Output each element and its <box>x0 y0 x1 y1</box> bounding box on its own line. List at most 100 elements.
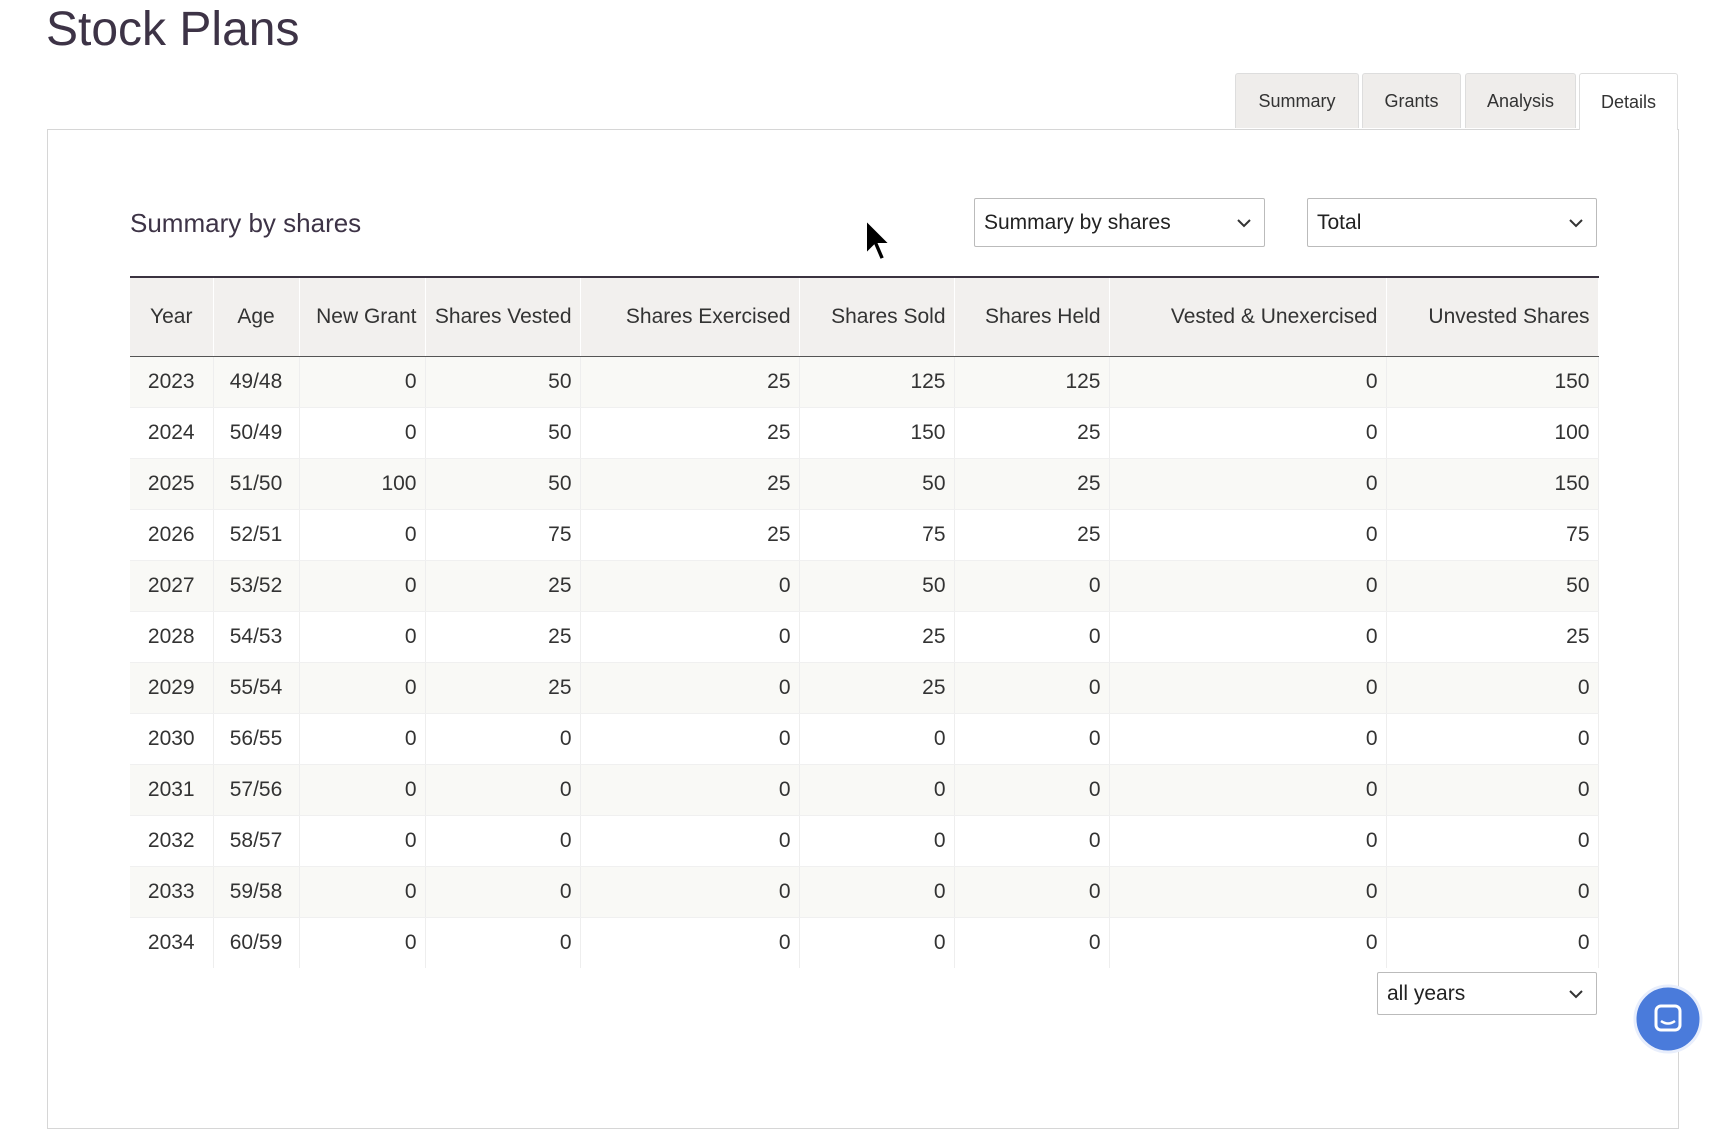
table-cell: 0 <box>799 764 955 816</box>
table-cell: 2026 <box>130 509 214 561</box>
table-cell: 0 <box>1109 764 1387 816</box>
table-cell: 0 <box>1109 713 1387 765</box>
tab[interactable]: Grants <box>1362 73 1461 128</box>
chat-button[interactable] <box>1630 981 1706 1057</box>
table-row: 2023 49/48 0 50 25 125 125 0 150 <box>130 356 1599 408</box>
column-header: Shares Exercised <box>580 277 800 357</box>
table-cell: 54/53 <box>213 611 300 663</box>
page-title: Stock Plans <box>46 3 300 56</box>
table-cell: 2025 <box>130 458 214 510</box>
table-row: 2033 59/58 0 0 0 0 0 0 0 <box>130 866 1599 918</box>
table-cell: 0 <box>299 662 426 714</box>
dropdown-value: Summary by shares <box>984 210 1171 234</box>
table-cell: 50 <box>425 458 581 510</box>
chevron <box>1237 218 1251 227</box>
table-cell: 0 <box>954 611 1110 663</box>
table-cell: 25 <box>580 356 800 408</box>
table-cell: 0 <box>425 713 581 765</box>
table-cell: 0 <box>1109 662 1387 714</box>
table-cell: 50 <box>425 407 581 459</box>
table-cell: 0 <box>799 815 955 867</box>
table-cell: 0 <box>799 713 955 765</box>
table-cell: 0 <box>1109 917 1387 968</box>
table-cell: 125 <box>799 356 955 408</box>
column-header: Shares Held <box>954 277 1110 357</box>
table-cell: 50 <box>1386 560 1599 612</box>
table-cell: 58/57 <box>213 815 300 867</box>
table-cell: 0 <box>299 815 426 867</box>
dropdown-value: Total <box>1317 210 1362 234</box>
table-cell: 0 <box>1109 815 1387 867</box>
table-cell: 2032 <box>130 815 214 867</box>
table-cell: 51/50 <box>213 458 300 510</box>
table-cell: 2028 <box>130 611 214 663</box>
table-cell: 2029 <box>130 662 214 714</box>
table-cell: 0 <box>580 713 800 765</box>
table-cell: 0 <box>954 662 1110 714</box>
table-cell: 25 <box>954 458 1110 510</box>
table-cell: 75 <box>799 509 955 561</box>
table-cell: 0 <box>1386 662 1599 714</box>
table-cell: 0 <box>299 509 426 561</box>
table-cell: 0 <box>799 917 955 968</box>
table-cell: 52/51 <box>213 509 300 561</box>
table-cell: 0 <box>1109 356 1387 408</box>
table-cell: 0 <box>580 560 800 612</box>
chevron <box>1569 218 1583 227</box>
table-cell: 50/49 <box>213 407 300 459</box>
table-cell: 0 <box>1109 407 1387 459</box>
column-header: New Grant <box>299 277 426 357</box>
table-cell: 25 <box>580 407 800 459</box>
table-cell: 25 <box>580 458 800 510</box>
table-cell: 49/48 <box>213 356 300 408</box>
table-row: 2030 56/55 0 0 0 0 0 0 0 <box>130 713 1599 765</box>
table-row: 2028 54/53 0 25 0 25 0 0 25 <box>130 611 1599 663</box>
table-cell: 0 <box>299 560 426 612</box>
dropdown[interactable]: Total <box>1307 198 1597 247</box>
table-cell: 25 <box>580 509 800 561</box>
tab[interactable]: Details <box>1579 73 1678 130</box>
tab[interactable]: Summary <box>1235 73 1359 128</box>
table-cell: 25 <box>425 662 581 714</box>
dropdown[interactable]: all years <box>1377 972 1597 1015</box>
table-cell: 0 <box>580 866 800 918</box>
table-cell: 0 <box>954 815 1110 867</box>
table-cell: 50 <box>425 356 581 408</box>
dropdown-value: all years <box>1387 981 1466 1005</box>
table-cell: 0 <box>580 662 800 714</box>
table-cell: 0 <box>299 407 426 459</box>
table-cell: 0 <box>1109 458 1387 510</box>
table-row: 2031 57/56 0 0 0 0 0 0 0 <box>130 764 1599 816</box>
table-cell: 0 <box>299 611 426 663</box>
table-cell: 0 <box>299 764 426 816</box>
table-cell: 100 <box>1386 407 1599 459</box>
table-cell: 53/52 <box>213 560 300 612</box>
tab[interactable]: Analysis <box>1465 73 1576 128</box>
header-row: Year Age New Grant Shares Vested Shares Exer… <box>130 277 1599 357</box>
table-cell: 0 <box>799 866 955 918</box>
table-cell: 0 <box>954 764 1110 816</box>
table-cell: 25 <box>425 611 581 663</box>
table-row: 2029 55/54 0 25 0 25 0 0 0 <box>130 662 1599 714</box>
table-cell: 150 <box>1386 458 1599 510</box>
table-cell: 0 <box>1386 917 1599 968</box>
table-cell: 0 <box>299 866 426 918</box>
page: Stock Plans Summary Grants Analysis Deta… <box>46 3 1706 1129</box>
table-row: 2024 50/49 0 50 25 150 25 0 100 <box>130 407 1599 459</box>
cursor <box>865 218 893 262</box>
chevron <box>1569 989 1583 998</box>
table-cell: 0 <box>1386 764 1599 816</box>
table-body: 2023 49/48 0 50 25 125 125 0 150 2024 50/49 0 50 25 15… <box>130 356 1599 968</box>
table-cell: 0 <box>1109 866 1387 918</box>
table-cell: 25 <box>1386 611 1599 663</box>
column-header: Year <box>130 277 214 357</box>
table-cell: 59/58 <box>213 866 300 918</box>
table-cell: 2024 <box>130 407 214 459</box>
table-cell: 0 <box>425 764 581 816</box>
table-cell: 2031 <box>130 764 214 816</box>
table-cell: 0 <box>1386 815 1599 867</box>
section-title: Summary by shares <box>130 208 362 238</box>
dropdown[interactable]: Summary by shares <box>974 198 1265 247</box>
table-cell: 0 <box>299 356 426 408</box>
table-cell: 0 <box>425 815 581 867</box>
